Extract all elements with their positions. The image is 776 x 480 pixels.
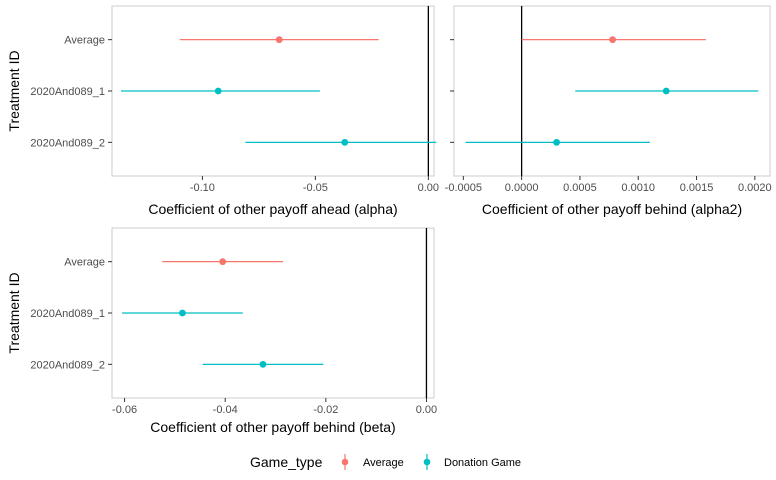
panel-2: -0.0005 0.0000 0.0005 0.0010 0.0015 0.0020 Coe… [445, 5, 772, 217]
x-axis-title: Coefficient of other payoff behind (beta… [150, 419, 395, 435]
x-tick-label: 0.0020 [738, 182, 772, 194]
x-tick-label: -0.05 [303, 182, 328, 194]
legend-key-point [423, 458, 431, 466]
estimate-point [214, 87, 222, 95]
x-tick-label: 0.0005 [563, 182, 597, 194]
panel-1: -0.10 -0.05 0.00 Average 2020And089_1 2020And… [6, 5, 439, 217]
x-tick-label: -0.04 [213, 404, 238, 416]
x-tick-label: 0.0010 [621, 182, 655, 194]
x-axis-title: Coefficient of other payoff ahead (alpha… [148, 201, 397, 217]
estimate-point [179, 309, 186, 317]
estimate-point [553, 138, 561, 146]
legend-title: Game_type [250, 454, 323, 470]
y-tick-label: Average [64, 35, 105, 47]
x-tick-label: -0.02 [313, 404, 338, 416]
x-tick-label: -0.0005 [445, 182, 482, 194]
estimate-point [662, 87, 670, 95]
y-tick-label: 2020And089_2 [30, 137, 105, 149]
estimate-point [609, 36, 616, 44]
legend-entry-donation-game: Donation Game [423, 454, 521, 470]
y-tick-label: 2020And089_1 [30, 86, 105, 98]
x-axis-title: Coefficient of other payoff behind (alph… [482, 201, 742, 217]
y-axis-title: Treatment ID [6, 50, 22, 131]
x-tick-label: 0.00 [416, 404, 437, 416]
estimate-point [275, 36, 283, 44]
x-tick-label: -0.10 [190, 182, 215, 194]
x-tick-label: -0.06 [112, 404, 137, 416]
panels: -0.10 -0.05 0.00 Average 2020And089_1 2020And… [6, 5, 772, 435]
y-tick-label: 2020And089_2 [30, 359, 105, 371]
legend-label-donation-game: Donation Game [444, 457, 521, 469]
legend-label-average: Average [363, 457, 404, 469]
panel-3: -0.06 -0.04 -0.02 0.00 Average 2020And089_1 20… [6, 227, 437, 435]
x-tick-label: 0.0000 [505, 182, 539, 194]
legend-entry-average: Average [341, 454, 404, 470]
legend-key-point [341, 458, 349, 466]
y-tick-label: Average [64, 257, 105, 269]
x-tick-label: 0.0015 [680, 182, 714, 194]
y-axis-title: Treatment ID [6, 272, 22, 353]
x-tick-label: 0.00 [418, 182, 439, 194]
estimate-point [259, 360, 267, 368]
legend: Game_type Average Donation Game [250, 454, 521, 470]
y-tick-label: 2020And089_1 [30, 308, 105, 320]
estimate-point [341, 138, 349, 146]
estimate-point [219, 258, 227, 266]
